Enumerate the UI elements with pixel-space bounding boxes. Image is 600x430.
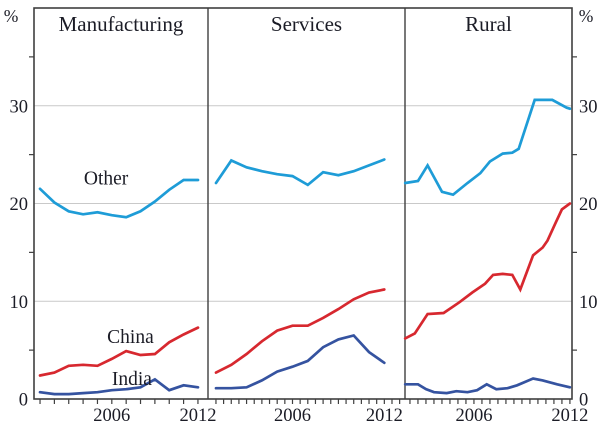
year-label-manufacturing-2006: 2006 xyxy=(93,406,130,426)
year-label-rural-2012: 2012 xyxy=(551,406,588,426)
year-label-services-2006: 2006 xyxy=(274,406,311,426)
series-line-services-india xyxy=(214,333,386,390)
percent-label-right: % xyxy=(579,6,594,26)
series-line-rural-china xyxy=(403,202,572,340)
year-label-services-2012: 2012 xyxy=(366,406,403,426)
panel-title-manufacturing: Manufacturing xyxy=(59,12,184,36)
series-line-services-china xyxy=(214,288,386,374)
series-line-rural-india xyxy=(403,377,572,395)
series-line-services-other xyxy=(214,158,386,187)
panel-title-rural: Rural xyxy=(465,12,512,36)
series-line-manufacturing-china xyxy=(38,326,200,377)
y-label-right-0: 0 xyxy=(579,391,588,411)
y-label-right-20: 20 xyxy=(579,195,598,215)
series-inline-label-other: Other xyxy=(84,169,129,190)
series-line-rural-other xyxy=(403,98,572,197)
plot-frame xyxy=(33,7,573,400)
y-label-right-10: 10 xyxy=(579,293,598,313)
year-label-manufacturing-2012: 2012 xyxy=(179,406,216,426)
year-label-rural-2006: 2006 xyxy=(455,406,492,426)
y-label-left-30: 30 xyxy=(10,97,29,117)
y-label-right-30: 30 xyxy=(579,97,598,117)
series-inline-label-india: India xyxy=(112,369,152,390)
y-label-left-20: 20 xyxy=(10,195,29,215)
series-inline-label-china: China xyxy=(107,327,154,348)
panel-title-services: Services xyxy=(271,12,342,36)
y-label-left-10: 10 xyxy=(10,293,29,313)
percent-label-left: % xyxy=(4,6,19,26)
series-line-manufacturing-other xyxy=(38,178,200,219)
y-label-left-0: 0 xyxy=(19,391,28,411)
series-line-manufacturing-india xyxy=(38,377,200,396)
